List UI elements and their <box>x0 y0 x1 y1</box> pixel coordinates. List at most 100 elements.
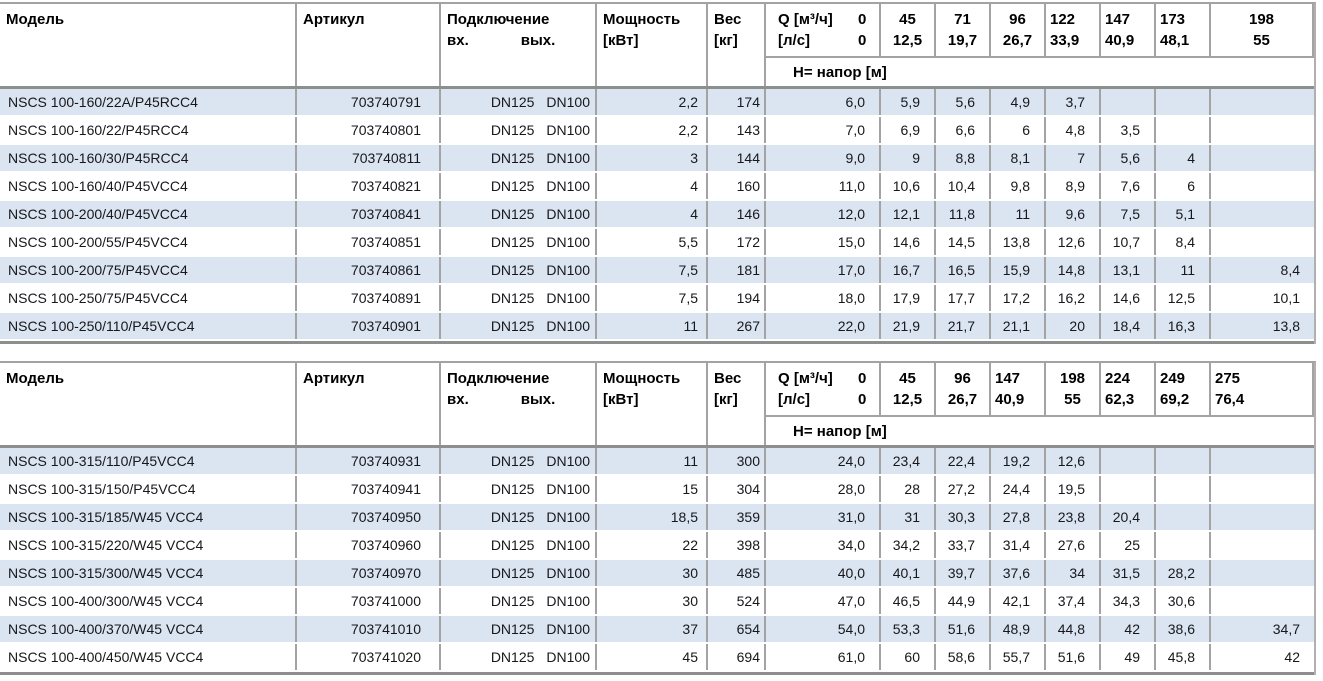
weight-unit-label: [кг] <box>714 391 738 408</box>
power-cell: 18,5 <box>597 504 708 530</box>
dn-out-value: DN100 <box>546 206 590 222</box>
power-cell: 2,2 <box>597 117 708 143</box>
q-m3h-value: 173 <box>1160 11 1186 28</box>
q-column-header: 147 40,9 <box>1101 4 1156 56</box>
head-q3-cell: 19,2 <box>991 448 1046 474</box>
head-q0-cell: 22,0 <box>766 313 881 339</box>
head-q6-cell <box>1156 448 1211 474</box>
q-ls-value: 55 <box>1253 32 1270 49</box>
q-m3h-zero: 0 <box>858 370 867 387</box>
head-q6-cell <box>1156 504 1211 530</box>
q-column-header: 96 26,7 <box>991 4 1046 56</box>
q-column-header: 147 40,9 <box>991 363 1046 415</box>
head-q3-cell: 24,4 <box>991 476 1046 502</box>
head-q2-cell: 39,7 <box>936 560 991 586</box>
head-q1-cell: 46,5 <box>881 588 936 614</box>
head-q5-cell: 31,5 <box>1101 560 1156 586</box>
article-cell: 703740811 <box>297 145 441 171</box>
weight-cell: 146 <box>708 201 766 227</box>
table-2-header: Модель Артикул Подключение вх. вых. Мощн… <box>0 363 1314 448</box>
connection-cell: DN125 DN100 <box>441 616 597 642</box>
column-header-article: Артикул <box>297 363 441 445</box>
table-row: NSCS 100-315/150/P45VCC4 703740941 DN125… <box>0 476 1314 504</box>
dn-out-value: DN100 <box>546 593 590 609</box>
dn-in-value: DN125 <box>490 453 535 469</box>
head-q7-cell <box>1211 89 1314 115</box>
article-cell: 703740851 <box>297 229 441 255</box>
q-column-header: 71 19,7 <box>936 4 991 56</box>
q-column-header: 173 48,1 <box>1156 4 1211 56</box>
weight-cell: 160 <box>708 173 766 199</box>
head-q0-cell: 6,0 <box>766 89 881 115</box>
column-header-model: Модель <box>0 4 297 86</box>
head-q6-cell: 38,6 <box>1156 616 1211 642</box>
head-q6-cell: 4 <box>1156 145 1211 171</box>
head-q6-cell: 12,5 <box>1156 285 1211 311</box>
head-q1-cell: 28 <box>881 476 936 502</box>
connection-cell: DN125 DN100 <box>441 313 597 339</box>
head-q6-cell: 45,8 <box>1156 644 1211 670</box>
table-row: NSCS 100-160/22/P45RCC4 703740801 DN125 … <box>0 117 1314 145</box>
head-q4-cell: 12,6 <box>1046 448 1101 474</box>
table-row: NSCS 100-200/40/P45VCC4 703740841 DN125 … <box>0 201 1314 229</box>
column-header-model: Модель <box>0 363 297 445</box>
dn-out-value: DN100 <box>546 150 590 166</box>
power-cell: 3 <box>597 145 708 171</box>
q-m3h-value: 45 <box>899 370 916 387</box>
article-cell: 703740791 <box>297 89 441 115</box>
dn-in-value: DN125 <box>490 481 535 497</box>
dn-in-value: DN125 <box>490 649 535 665</box>
head-q5-cell: 49 <box>1101 644 1156 670</box>
head-q6-cell: 8,4 <box>1156 229 1211 255</box>
connection-cell: DN125 DN100 <box>441 644 597 670</box>
dn-out-value: DN100 <box>546 318 590 334</box>
head-q5-cell: 34,3 <box>1101 588 1156 614</box>
q-m3h-label: Q [м³/ч] <box>778 370 833 387</box>
power-cell: 7,5 <box>597 257 708 283</box>
head-q1-cell: 14,6 <box>881 229 936 255</box>
dn-out-value: DN100 <box>546 94 590 110</box>
head-q4-cell: 9,6 <box>1046 201 1101 227</box>
q-m3h-value: 147 <box>1105 11 1131 28</box>
head-q4-cell: 16,2 <box>1046 285 1101 311</box>
article-cell: 703741020 <box>297 644 441 670</box>
weight-cell: 143 <box>708 117 766 143</box>
head-q2-cell: 14,5 <box>936 229 991 255</box>
connection-in-label: вх. <box>447 391 469 408</box>
head-q2-cell: 30,3 <box>936 504 991 530</box>
column-header-power: Мощность [кВт] <box>597 4 708 86</box>
weight-label: Вес <box>714 370 742 387</box>
head-q1-cell: 31 <box>881 504 936 530</box>
dn-out-value: DN100 <box>546 565 590 581</box>
q-column-header: 249 69,2 <box>1156 363 1211 415</box>
column-header-article: Артикул <box>297 4 441 86</box>
head-q5-cell: 13,1 <box>1101 257 1156 283</box>
head-q1-cell: 5,9 <box>881 89 936 115</box>
power-unit-label: [кВт] <box>603 32 639 49</box>
q-ls-value: 26,7 <box>1002 32 1033 49</box>
connection-sublabels: вх. вых. <box>447 389 595 410</box>
table-row: NSCS 100-315/110/P45VCC4 703740931 DN125… <box>0 448 1314 476</box>
head-q5-cell: 3,5 <box>1101 117 1156 143</box>
head-q4-cell: 7 <box>1046 145 1101 171</box>
head-q2-cell: 58,6 <box>936 644 991 670</box>
head-q7-cell <box>1211 476 1314 502</box>
head-q6-cell <box>1156 89 1211 115</box>
head-q5-cell: 7,5 <box>1101 201 1156 227</box>
head-q0-cell: 18,0 <box>766 285 881 311</box>
head-q3-cell: 27,8 <box>991 504 1046 530</box>
connection-cell: DN125 DN100 <box>441 588 597 614</box>
column-header-connection: Подключение вх. вых. <box>441 4 597 86</box>
connection-out-label: вых. <box>520 32 556 49</box>
head-q5-cell: 25 <box>1101 532 1156 558</box>
q-ls-label: [л/с] <box>778 32 811 49</box>
head-q3-cell: 42,1 <box>991 588 1046 614</box>
model-cell: NSCS 100-160/22/P45RCC4 <box>0 117 297 143</box>
weight-cell: 485 <box>708 560 766 586</box>
weight-cell: 194 <box>708 285 766 311</box>
dn-in-value: DN125 <box>490 122 535 138</box>
model-cell: NSCS 100-315/110/P45VCC4 <box>0 448 297 474</box>
head-q3-cell: 21,1 <box>991 313 1046 339</box>
model-cell: NSCS 100-315/300/W45 VCC4 <box>0 560 297 586</box>
